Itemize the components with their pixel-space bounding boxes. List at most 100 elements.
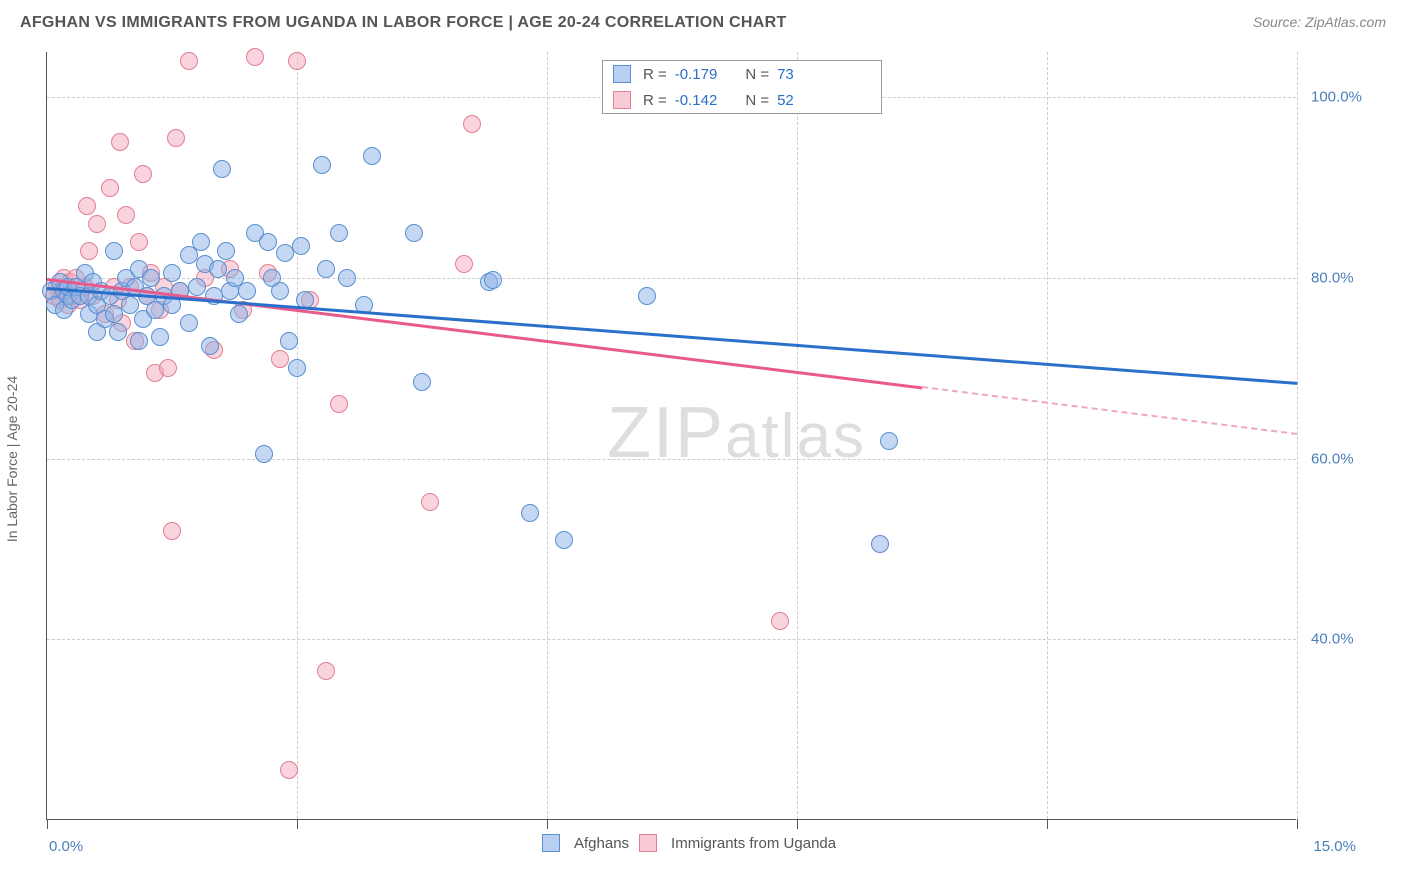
data-point-b [167,129,185,147]
chart-plot-area: 100.0%80.0%60.0%40.0%0.0%15.0%In Labor F… [46,52,1296,820]
x-tick [297,819,298,829]
x-tick [547,819,548,829]
series-legend: Afghans Immigrants from Uganda [542,834,836,852]
data-point-a [521,504,539,522]
legend-row: R = -0.142 N = 52 [603,87,881,113]
gridline-horizontal [47,639,1296,640]
data-point-a [338,269,356,287]
data-point-a [230,305,248,323]
y-tick-label: 100.0% [1311,89,1381,106]
data-point-a [180,314,198,332]
data-point-b [288,52,306,70]
legend-r-label: R = [643,92,667,109]
data-point-a [271,282,289,300]
x-tick [47,819,48,829]
data-point-a [880,432,898,450]
data-point-a [105,305,123,323]
trend-line [47,287,1297,385]
data-point-a [192,233,210,251]
data-point-b [78,197,96,215]
gridline-vertical [547,52,548,819]
legend-swatch [639,834,657,852]
y-tick-label: 80.0% [1311,269,1381,286]
data-point-a [317,260,335,278]
data-point-b [163,522,181,540]
gridline-horizontal [47,459,1296,460]
x-tick [797,819,798,829]
x-tick [1047,819,1048,829]
data-point-b [271,350,289,368]
data-point-a [259,233,277,251]
data-point-b [455,255,473,273]
data-point-b [463,115,481,133]
legend-r-value: -0.142 [675,92,718,109]
trend-line [47,278,922,389]
legend-r-value: -0.179 [675,66,718,83]
data-point-a [151,328,169,346]
data-point-a [280,332,298,350]
data-point-b [317,662,335,680]
data-point-b [771,612,789,630]
trend-line [922,386,1297,435]
legend-swatch [613,65,631,83]
source-label: Source: [1253,14,1305,30]
data-point-a [213,160,231,178]
data-point-b [180,52,198,70]
correlation-legend: R = -0.179 N = 73 R = -0.142 N = 52 [602,60,882,114]
y-tick-label: 60.0% [1311,450,1381,467]
data-point-a [163,264,181,282]
legend-row: R = -0.179 N = 73 [603,61,881,87]
legend-n-value: 73 [777,66,794,83]
data-point-a [276,244,294,262]
legend-swatch [613,91,631,109]
data-point-a [105,242,123,260]
data-point-a [130,332,148,350]
data-point-a [188,278,206,296]
y-axis-title: In Labor Force | Age 20-24 [4,376,20,542]
legend-n-label: N = [745,92,769,109]
data-point-b [246,48,264,66]
data-point-a [209,260,227,278]
data-point-a [288,359,306,377]
data-point-a [330,224,348,242]
data-point-b [159,359,177,377]
data-point-a [638,287,656,305]
data-point-a [217,242,235,260]
x-min-label: 0.0% [49,838,83,855]
data-point-b [101,179,119,197]
chart-title: AFGHAN VS IMMIGRANTS FROM UGANDA IN LABO… [20,14,787,32]
data-point-b [130,233,148,251]
y-tick-label: 40.0% [1311,631,1381,648]
source-name: ZipAtlas.com [1305,14,1386,30]
gridline-vertical [1297,52,1298,819]
data-point-a [238,282,256,300]
data-point-b [80,242,98,260]
gridline-vertical [297,52,298,819]
data-point-b [88,215,106,233]
legend-n-value: 52 [777,92,794,109]
data-point-a [313,156,331,174]
watermark: ZIPatlas [607,392,866,474]
legend-n-label: N = [745,66,769,83]
gridline-vertical [797,52,798,819]
data-point-a [142,269,160,287]
data-point-a [413,373,431,391]
data-point-a [871,535,889,553]
legend-r-label: R = [643,66,667,83]
data-point-b [280,761,298,779]
x-tick [1297,819,1298,829]
data-point-b [117,206,135,224]
data-point-a [405,224,423,242]
source-attribution: Source: ZipAtlas.com [1253,14,1386,32]
data-point-a [109,323,127,341]
data-point-a [255,445,273,463]
data-point-b [134,165,152,183]
legend-series-label: Afghans [574,835,629,852]
data-point-a [363,147,381,165]
data-point-b [111,133,129,151]
data-point-b [421,493,439,511]
legend-series-label: Immigrants from Uganda [671,835,836,852]
data-point-a [555,531,573,549]
data-point-b [330,395,348,413]
data-point-a [201,337,219,355]
